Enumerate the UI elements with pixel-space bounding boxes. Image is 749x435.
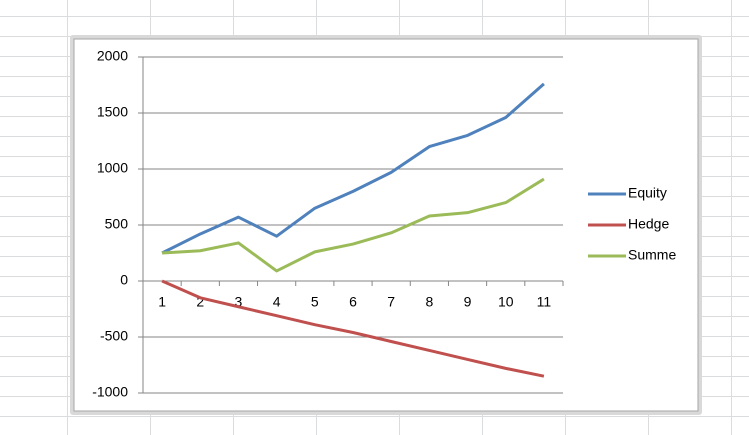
x-tick-label: 7	[387, 294, 395, 310]
legend-label: Summe	[628, 247, 676, 263]
legend-label: Equity	[628, 185, 667, 201]
y-tick-label: 0	[120, 272, 128, 288]
y-tick-label: -1000	[92, 384, 128, 400]
x-tick-label: 10	[498, 294, 514, 310]
x-tick-label: 1	[158, 294, 166, 310]
x-tick-label: 5	[311, 294, 319, 310]
y-tick-label: 1500	[97, 104, 128, 120]
x-tick-label: 8	[425, 294, 433, 310]
legend-label: Hedge	[628, 216, 669, 232]
x-tick-label: 11	[537, 294, 552, 310]
data-line	[161, 82, 545, 255]
data-line	[161, 279, 545, 378]
x-tick-label: 2	[196, 294, 204, 310]
x-tick-label: 4	[273, 294, 281, 310]
y-tick-label: -500	[100, 328, 128, 344]
x-tick-label: 3	[235, 294, 243, 310]
data-line	[162, 177, 545, 273]
y-tick-label: 1000	[97, 160, 128, 176]
y-tick-label: 500	[105, 216, 129, 232]
x-tick-label: 6	[349, 294, 357, 310]
y-tick-label: 2000	[97, 48, 128, 64]
x-tick-label: 9	[464, 294, 472, 310]
